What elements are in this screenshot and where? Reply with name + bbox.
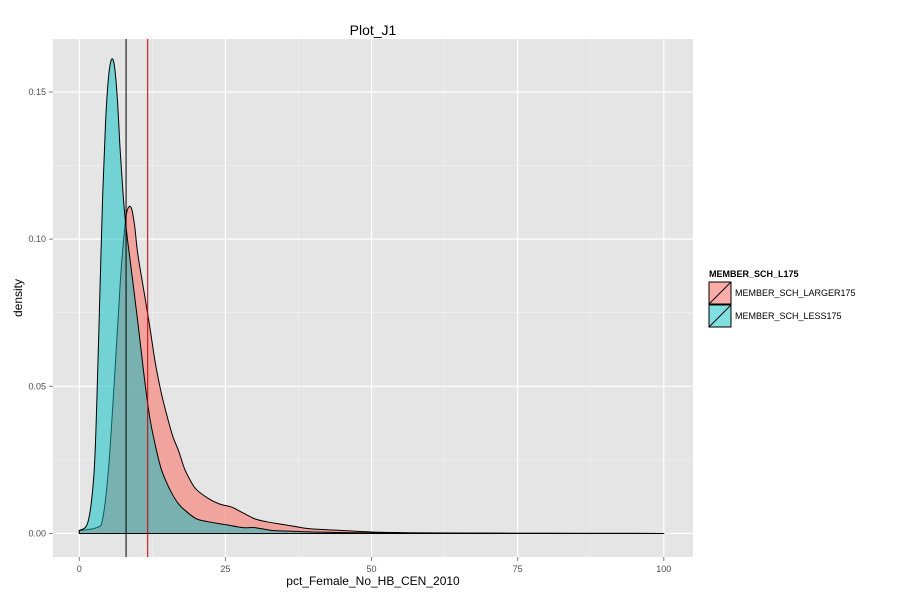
x-tick-label: 100 <box>656 564 671 574</box>
y-tick-label: 0.00 <box>28 528 46 538</box>
legend-label: MEMBER_SCH_LESS175 <box>735 311 842 321</box>
legend-key <box>708 304 732 328</box>
x-axis-ticks: 0 25 50 75 100 <box>77 557 671 574</box>
legend: MEMBER_SCH_L175 MEMBER_SCH_LARGER175 MEMB… <box>708 269 856 328</box>
chart-title: Plot_J1 <box>350 22 397 38</box>
y-tick-label: 0.10 <box>28 234 46 244</box>
legend-title: MEMBER_SCH_L175 <box>709 269 799 279</box>
density-area-member-sch-less175 <box>78 58 665 534</box>
y-tick-label: 0.15 <box>28 87 46 97</box>
y-axis-ticks: 0.00 0.05 0.10 0.15 <box>28 87 53 538</box>
y-tick-label: 0.05 <box>28 381 46 391</box>
reference-lines <box>125 39 149 557</box>
x-tick-label: 25 <box>220 564 230 574</box>
x-tick-label: 75 <box>513 564 523 574</box>
x-tick-label: 50 <box>367 564 377 574</box>
major-gridlines <box>53 39 693 557</box>
x-tick-label: 0 <box>77 564 82 574</box>
y-axis-title: density <box>11 279 25 317</box>
legend-swatch-diagonal <box>708 281 732 305</box>
legend-label: MEMBER_SCH_LARGER175 <box>735 288 856 298</box>
legend-swatch-diagonal <box>708 304 732 328</box>
minor-gridlines <box>53 39 693 557</box>
density-areas <box>78 58 665 534</box>
x-axis-title: pct_Female_No_HB_CEN_2010 <box>286 574 460 588</box>
legend-key <box>708 281 732 305</box>
